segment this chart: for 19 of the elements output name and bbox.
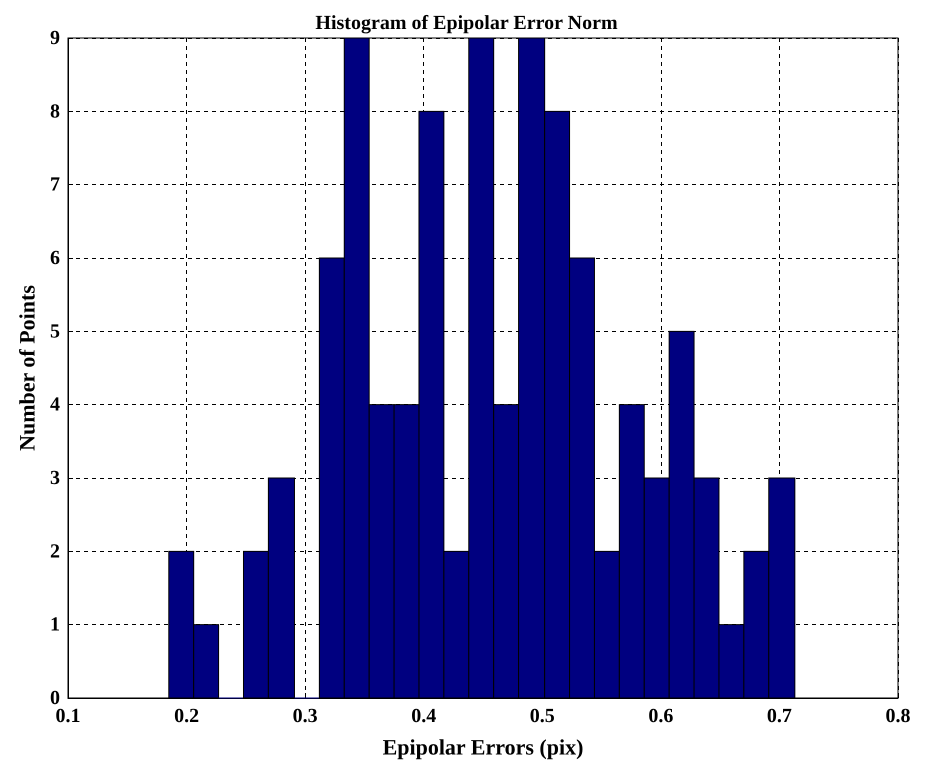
x-axis-title: Epipolar Errors (pix) — [382, 734, 584, 760]
y-axis-title: Number of Points — [14, 284, 40, 451]
x-tick-label: 0.3 — [292, 705, 318, 727]
y-tick-label: 2 — [50, 540, 60, 562]
x-tick-label: 0.8 — [886, 705, 910, 727]
y-tick-label: 5 — [50, 320, 60, 342]
y-tick-label: 6 — [50, 247, 60, 269]
y-tick-label: 1 — [50, 614, 60, 636]
x-tick-label: 0.7 — [766, 705, 792, 727]
x-tick-label: 0.6 — [648, 705, 674, 727]
x-tick-label: 0.2 — [174, 705, 200, 727]
y-tick-label: 4 — [50, 394, 60, 416]
chart-title: Histogram of Epipolar Error Norm — [315, 12, 618, 34]
x-tick-label: 0.4 — [411, 705, 436, 727]
y-tick-label: 8 — [50, 100, 60, 122]
y-tick-label: 3 — [50, 467, 60, 489]
y-tick-label: 9 — [50, 27, 60, 49]
x-tick-label: 0.5 — [530, 705, 555, 727]
y-tick-label: 7 — [50, 174, 60, 196]
